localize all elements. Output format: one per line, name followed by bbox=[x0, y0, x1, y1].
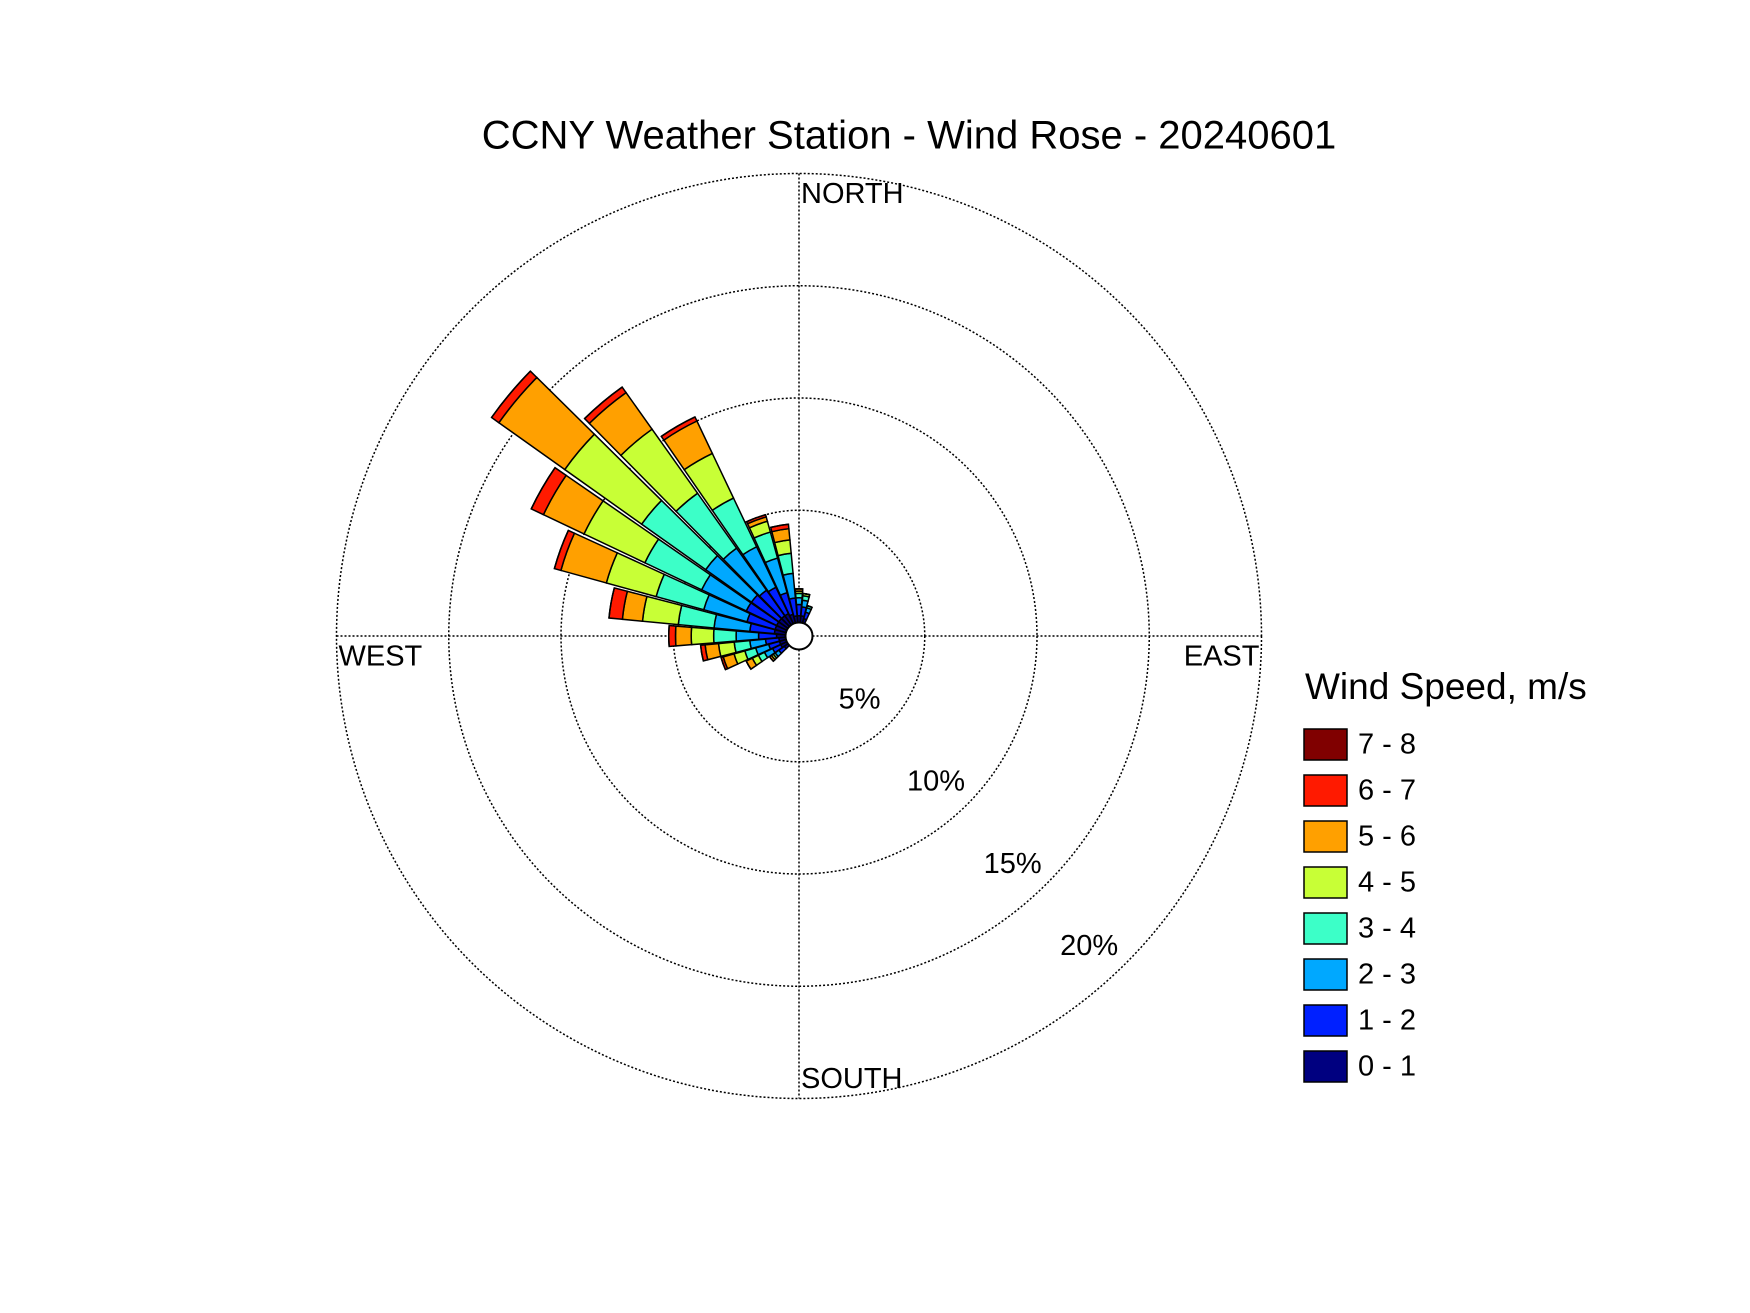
legend-swatch bbox=[1303, 958, 1348, 991]
direction-label: NORTH bbox=[801, 178, 904, 210]
legend-label: 6 - 7 bbox=[1358, 775, 1416, 807]
wind-wedge bbox=[746, 514, 766, 523]
wind-wedge bbox=[699, 645, 705, 662]
legend-label: 4 - 5 bbox=[1358, 867, 1416, 899]
wind-wedge bbox=[668, 624, 677, 648]
legend-label: 7 - 8 bbox=[1358, 729, 1416, 761]
legend-label: 5 - 6 bbox=[1358, 821, 1416, 853]
r-tick-label: 20% bbox=[1060, 930, 1118, 962]
legend-swatch bbox=[1303, 820, 1348, 853]
legend-swatch bbox=[1303, 774, 1348, 807]
legend-title: Wind Speed, m/s bbox=[1305, 666, 1587, 707]
wind-wedge bbox=[690, 626, 715, 646]
legend-label: 1 - 2 bbox=[1358, 1005, 1416, 1037]
legend-swatch bbox=[1303, 728, 1348, 761]
wind-wedge bbox=[712, 628, 738, 644]
wind-wedge bbox=[674, 625, 693, 647]
legend-label: 0 - 1 bbox=[1358, 1051, 1416, 1083]
legend-label: 3 - 4 bbox=[1358, 913, 1416, 945]
chart-title: CCNY Weather Station - Wind Rose - 20240… bbox=[482, 114, 1337, 158]
direction-label: EAST bbox=[1184, 641, 1260, 673]
legend-swatch bbox=[1303, 912, 1348, 945]
legend-swatch bbox=[1303, 866, 1348, 899]
center-hole bbox=[784, 621, 814, 651]
r-tick-label: 5% bbox=[839, 684, 881, 716]
wind-wedge bbox=[807, 604, 813, 609]
legend-swatch bbox=[1303, 1050, 1348, 1083]
legend-label: 2 - 3 bbox=[1358, 959, 1416, 991]
wind-wedge bbox=[795, 597, 803, 606]
wind-wedge bbox=[490, 370, 531, 418]
direction-label: WEST bbox=[339, 641, 423, 673]
wind-wedge bbox=[745, 660, 752, 670]
legend-swatch bbox=[1303, 1004, 1348, 1037]
r-tick-label: 15% bbox=[984, 848, 1042, 880]
r-tick-label: 10% bbox=[907, 766, 965, 798]
direction-label: SOUTH bbox=[801, 1063, 903, 1095]
